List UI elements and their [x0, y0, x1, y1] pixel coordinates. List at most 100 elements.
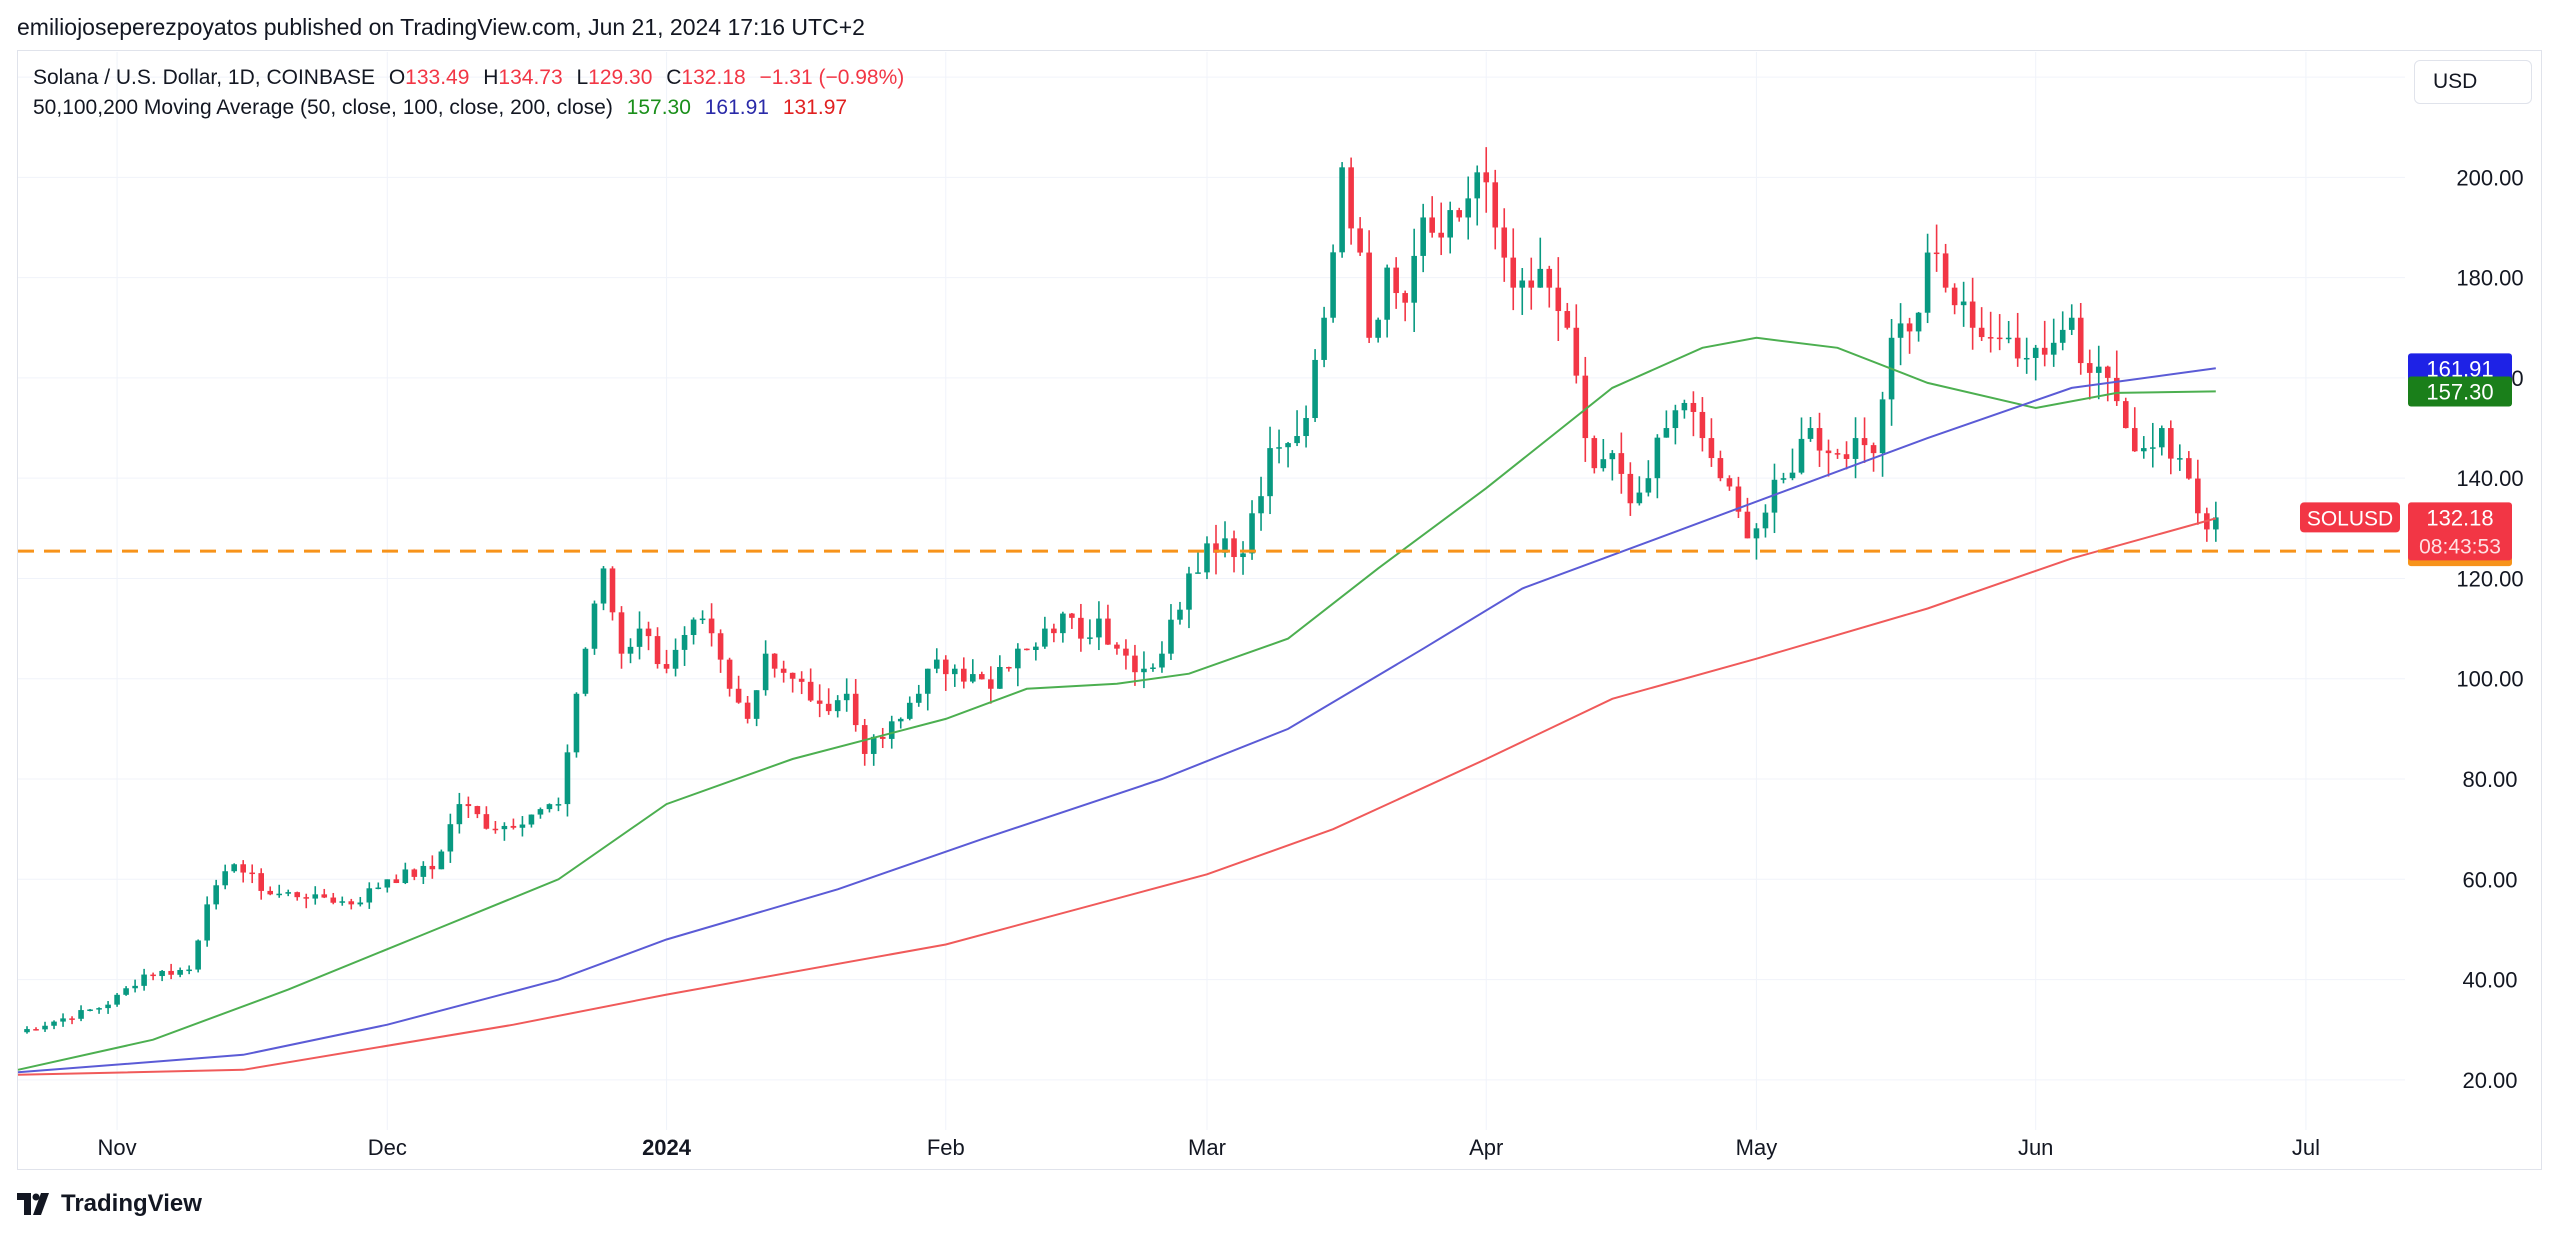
candle-body — [924, 668, 931, 694]
y-tick-label: 100.00 — [2456, 667, 2523, 692]
x-tick-label: Nov — [98, 1135, 137, 1160]
candle-body — [1645, 478, 1652, 493]
candle-body — [141, 974, 147, 986]
candle-body — [1132, 655, 1138, 673]
candle-body — [2014, 337, 2021, 359]
candle-body — [618, 612, 625, 654]
ma100-value: 161.91 — [704, 96, 769, 119]
candle-body — [2059, 329, 2066, 343]
candle-body — [825, 703, 832, 712]
currency-button[interactable]: USD — [2414, 60, 2532, 104]
candle-body — [195, 940, 201, 970]
candle-body — [834, 700, 841, 712]
candle-body — [492, 828, 499, 831]
candle-body — [609, 568, 616, 613]
candle-body — [78, 1010, 84, 1019]
candle-body — [1528, 280, 1535, 288]
candle-body — [654, 636, 661, 665]
candle-body — [1051, 628, 1057, 634]
candle-body — [1582, 375, 1589, 439]
candle-body — [1384, 267, 1390, 320]
current-price-text: 132.18 — [2426, 505, 2493, 530]
candle-body — [1366, 252, 1372, 338]
ma100-line — [17, 367, 2216, 1074]
candle-body — [1474, 172, 1481, 199]
y-tick-label: 140.00 — [2456, 466, 2523, 491]
candle-body — [690, 619, 697, 635]
symbol-description: Solana / U.S. Dollar, 1D, COINBASE — [33, 66, 375, 89]
candle-body — [1186, 573, 1192, 610]
candle-body — [1087, 637, 1093, 639]
ma200-line — [17, 517, 2217, 1076]
candle-body — [888, 721, 895, 739]
candle-body — [1924, 252, 1931, 313]
candle-body — [1870, 445, 1877, 454]
close-value: 132.18 — [681, 66, 746, 89]
candle-body — [1555, 287, 1562, 312]
y-tick-label: 80.00 — [2462, 767, 2517, 792]
chart-frame — [17, 50, 2542, 1170]
candle-body — [24, 1029, 30, 1033]
candle-body — [1240, 553, 1246, 558]
candle-body — [294, 892, 301, 898]
tradingview-logo[interactable]: TradingView — [17, 1190, 202, 1218]
candle-body — [1537, 268, 1544, 288]
candle-body — [1960, 301, 1967, 306]
candle-body — [402, 869, 409, 884]
candle-body — [1465, 198, 1472, 218]
candle-body — [456, 804, 463, 825]
candle-body — [753, 690, 760, 719]
candle-body — [1420, 217, 1426, 256]
symbol-tag-text: SOLUSD — [2307, 507, 2393, 530]
candle-body — [222, 871, 228, 886]
candle-body — [979, 674, 985, 680]
candle-body — [708, 618, 715, 634]
candle-body — [2131, 428, 2138, 452]
candle-body — [420, 865, 427, 877]
candle-body — [213, 885, 219, 905]
tradingview-logo-icon — [17, 1193, 49, 1215]
candle-body — [988, 679, 994, 689]
candle-body — [1654, 437, 1661, 479]
candle-body — [1573, 327, 1580, 376]
candle-body — [1024, 648, 1030, 651]
open-label: O — [388, 66, 406, 89]
candle-body — [681, 634, 688, 650]
candle-body — [1996, 337, 2003, 340]
candle-body — [474, 806, 481, 815]
candle-body — [231, 864, 237, 872]
candle-body — [1798, 438, 1805, 473]
candle-body — [1258, 496, 1264, 514]
candle-body — [1618, 453, 1625, 474]
x-tick-label: 2024 — [642, 1135, 692, 1160]
candle-body — [1771, 479, 1778, 513]
candle-body — [2159, 428, 2165, 448]
candle-body — [1060, 613, 1066, 634]
candle-body — [186, 969, 192, 972]
candle-body — [735, 688, 742, 703]
candle-body — [852, 693, 859, 726]
candle-body — [528, 814, 535, 825]
candle-body — [1852, 438, 1859, 459]
candle-body — [1393, 267, 1399, 294]
candle-body — [1708, 438, 1715, 459]
candle-body — [1735, 486, 1742, 512]
candle-body — [447, 824, 454, 852]
footer-brand: TradingView — [61, 1190, 202, 1217]
candle-body — [1843, 454, 1850, 459]
candle-body — [1672, 410, 1679, 429]
price-label-bg — [2408, 353, 2512, 384]
candle-body — [915, 693, 922, 703]
candle-body — [672, 649, 679, 669]
candle-body — [1591, 438, 1598, 469]
candle-body — [240, 864, 246, 873]
candle-body — [843, 693, 850, 701]
candle-body — [997, 667, 1003, 689]
candle-body — [1726, 478, 1733, 487]
candle-body — [177, 969, 183, 975]
high-value: 134.73 — [498, 66, 563, 89]
candle-body — [1816, 428, 1823, 451]
candle-body — [42, 1025, 48, 1030]
candle-body — [1753, 528, 1760, 539]
